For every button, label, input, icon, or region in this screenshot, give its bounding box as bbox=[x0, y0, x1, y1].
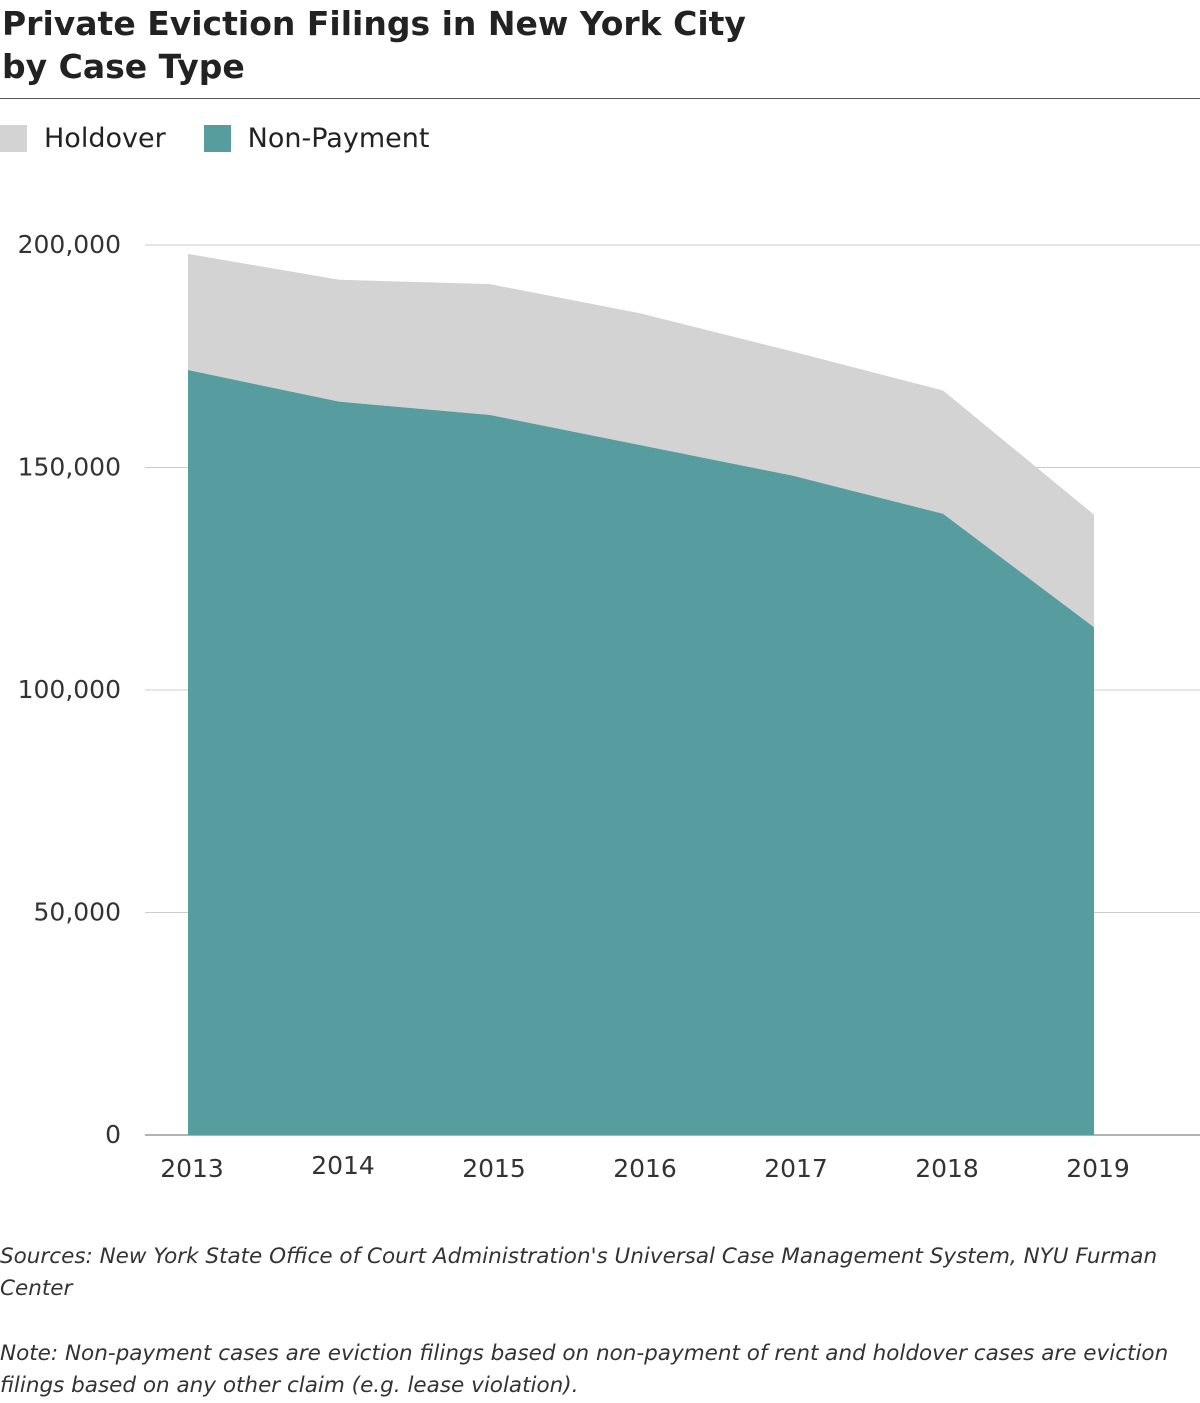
y-tick-label: 0 bbox=[105, 1120, 121, 1149]
y-tick-label: 200,000 bbox=[18, 230, 121, 259]
area-holdover bbox=[188, 253, 1094, 628]
x-tick-label: 2017 bbox=[764, 1154, 828, 1183]
title-divider bbox=[0, 98, 1200, 99]
legend-swatch-non-payment bbox=[203, 124, 231, 152]
legend-item-non-payment: Non-Payment bbox=[203, 122, 430, 154]
y-tick-label: 50,000 bbox=[34, 898, 121, 927]
y-axis-ticks: 0 50,000 100,000 150,000 200,000 bbox=[18, 230, 121, 1149]
x-axis-ticks: 2013 2014 2015 2016 2017 2018 2019 bbox=[160, 1151, 1130, 1183]
x-tick-label: 2013 bbox=[160, 1154, 224, 1183]
x-tick-label: 2014 bbox=[311, 1151, 375, 1180]
stacked-areas bbox=[188, 253, 1094, 1135]
x-tick-label: 2015 bbox=[462, 1154, 526, 1183]
legend-label-holdover: Holdover bbox=[44, 122, 166, 154]
x-tick-label: 2019 bbox=[1066, 1154, 1130, 1183]
legend-swatch-holdover bbox=[0, 124, 27, 152]
y-tick-label: 150,000 bbox=[18, 453, 121, 482]
x-tick-label: 2016 bbox=[613, 1154, 677, 1183]
chart-legend: Holdover Non-Payment bbox=[0, 118, 467, 158]
area-non-payment bbox=[188, 370, 1094, 1135]
sources-text: Sources: New York State Office of Court … bbox=[0, 1244, 1158, 1301]
chart-title-line-2: by Case Type bbox=[2, 47, 245, 86]
note-text: Note: Non-payment cases are eviction fil… bbox=[0, 1341, 1169, 1398]
chart-title: Private Eviction Filings in New York Cit… bbox=[2, 2, 1192, 88]
chart-title-line-1: Private Eviction Filings in New York Cit… bbox=[2, 4, 746, 43]
y-tick-label: 100,000 bbox=[18, 675, 121, 704]
legend-item-holdover: Holdover bbox=[0, 123, 166, 154]
x-tick-label: 2018 bbox=[915, 1154, 979, 1183]
legend-label-non-payment: Non-Payment bbox=[247, 122, 430, 154]
